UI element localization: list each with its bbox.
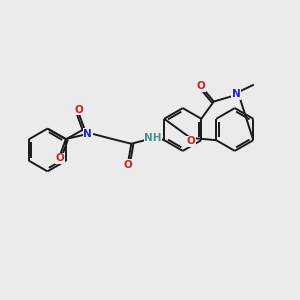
Text: O: O (196, 81, 206, 91)
Text: O: O (186, 136, 195, 146)
Text: O: O (74, 105, 83, 115)
Text: N: N (232, 89, 240, 99)
Text: N: N (83, 129, 92, 139)
Text: O: O (124, 160, 133, 170)
Text: O: O (56, 153, 64, 163)
Text: NH: NH (144, 133, 162, 143)
